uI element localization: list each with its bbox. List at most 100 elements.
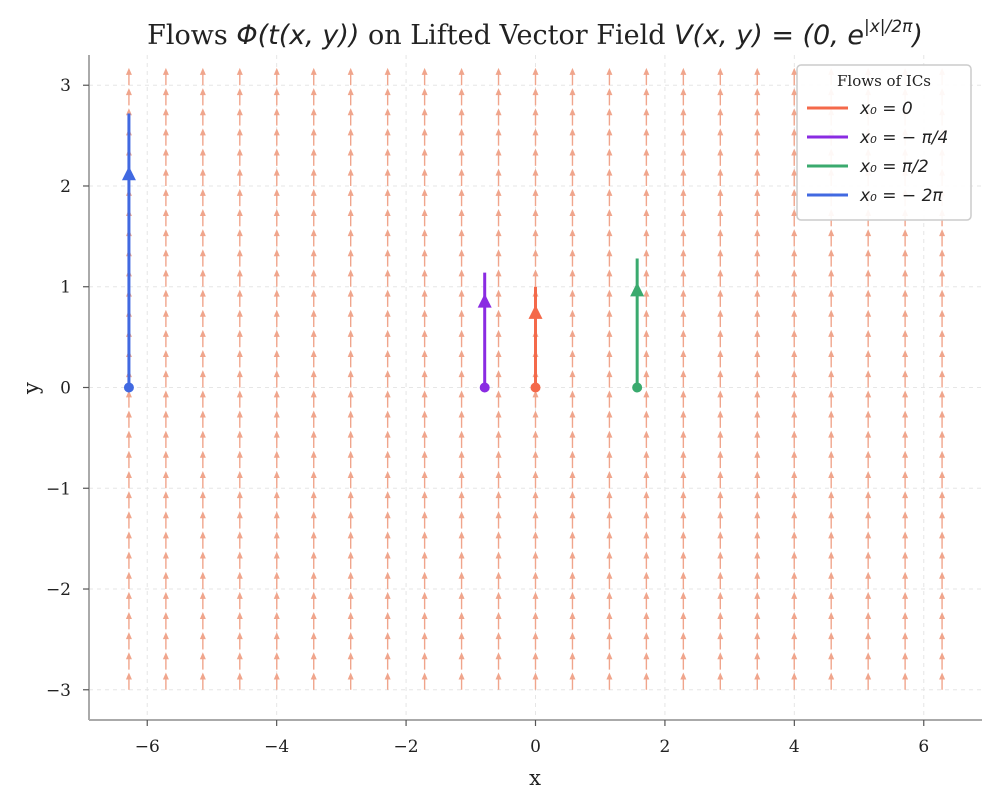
field-arrow-head <box>310 350 317 358</box>
field-arrow-head <box>643 350 650 358</box>
field-arrow-head <box>754 128 761 136</box>
field-arrow-head <box>902 370 909 378</box>
field-arrow-head <box>791 410 798 418</box>
field-arrow-head <box>125 430 132 438</box>
field-arrow-head <box>680 67 687 75</box>
field-arrow-head <box>384 450 391 458</box>
field-arrow-head <box>717 289 724 297</box>
field-arrow-head <box>680 632 687 640</box>
field-arrow-head <box>162 350 169 358</box>
field-arrow-head <box>347 88 354 96</box>
field-arrow-head <box>273 148 280 156</box>
field-arrow-head <box>532 612 539 620</box>
field-arrow-head <box>643 67 650 75</box>
field-arrow-head <box>199 430 206 438</box>
field-arrow-head <box>828 450 835 458</box>
field-arrow-head <box>643 88 650 96</box>
field-arrow-head <box>273 67 280 75</box>
field-arrow-head <box>643 571 650 579</box>
field-arrow-head <box>384 470 391 478</box>
field-arrow-head <box>939 329 946 337</box>
field-arrow-head <box>347 229 354 237</box>
field-arrow-head <box>384 410 391 418</box>
field-arrow-head <box>643 410 650 418</box>
field-arrow-head <box>347 632 354 640</box>
field-arrow-head <box>421 571 428 579</box>
field-arrow-head <box>754 249 761 257</box>
field-arrow-head <box>754 612 761 620</box>
field-arrow-head <box>199 491 206 499</box>
field-arrow-head <box>273 350 280 358</box>
field-arrow-head <box>310 309 317 317</box>
field-arrow-head <box>458 551 465 559</box>
field-arrow-head <box>310 108 317 116</box>
field-arrow-head <box>273 430 280 438</box>
field-arrow-head <box>236 350 243 358</box>
field-arrow-head <box>569 309 576 317</box>
flow-arrowhead <box>121 166 136 181</box>
field-arrow-head <box>865 390 872 398</box>
field-arrow-head <box>347 652 354 660</box>
field-arrow-head <box>458 571 465 579</box>
field-arrow-head <box>273 612 280 620</box>
field-arrow-head <box>606 511 613 519</box>
field-arrow-head <box>273 108 280 116</box>
field-arrow-head <box>606 168 613 176</box>
field-arrow-head <box>236 188 243 196</box>
field-arrow-head <box>458 128 465 136</box>
field-arrow-head <box>606 269 613 277</box>
flow-arrowhead <box>528 304 543 319</box>
field-arrow-head <box>606 208 613 216</box>
field-arrow-head <box>421 329 428 337</box>
field-arrow-head <box>606 88 613 96</box>
chart-title: Flows Φ(t(x, y)) on Lifted Vector Field … <box>147 17 923 51</box>
field-arrow-head <box>421 551 428 559</box>
field-arrow-head <box>791 370 798 378</box>
field-arrow-head <box>421 249 428 257</box>
field-arrow-head <box>791 188 798 196</box>
field-arrow-head <box>236 450 243 458</box>
field-arrow-head <box>865 511 872 519</box>
field-arrow-head <box>347 249 354 257</box>
field-arrow-head <box>125 511 132 519</box>
field-arrow-head <box>754 148 761 156</box>
field-arrow-head <box>717 208 724 216</box>
field-arrow-head <box>606 491 613 499</box>
field-arrow-head <box>125 491 132 499</box>
field-arrow-head <box>939 390 946 398</box>
field-arrow-head <box>162 450 169 458</box>
field-arrow-head <box>717 350 724 358</box>
legend-label: x₀ = − π/4 <box>859 128 948 148</box>
field-arrow-head <box>717 188 724 196</box>
field-arrow-head <box>458 672 465 680</box>
field-arrow-head <box>310 511 317 519</box>
field-arrow-head <box>865 289 872 297</box>
field-arrow-head <box>717 470 724 478</box>
field-arrow-head <box>754 188 761 196</box>
field-arrow-head <box>125 591 132 599</box>
field-arrow-head <box>310 128 317 136</box>
field-arrow-head <box>532 67 539 75</box>
x-tick-label: 0 <box>530 737 541 757</box>
field-arrow-head <box>569 450 576 458</box>
field-arrow-head <box>902 612 909 620</box>
field-arrow-head <box>162 128 169 136</box>
field-arrow-head <box>754 269 761 277</box>
field-arrow-head <box>680 168 687 176</box>
field-arrow-head <box>532 108 539 116</box>
field-arrow-head <box>199 571 206 579</box>
field-arrow-head <box>236 128 243 136</box>
field-arrow-head <box>310 430 317 438</box>
field-arrow-head <box>865 612 872 620</box>
field-arrow-head <box>347 309 354 317</box>
field-arrow-head <box>347 410 354 418</box>
field-arrow-head <box>606 470 613 478</box>
field-arrow-head <box>828 511 835 519</box>
field-arrow-head <box>828 350 835 358</box>
field-arrow-head <box>458 229 465 237</box>
field-arrow-head <box>939 571 946 579</box>
field-arrow-head <box>569 511 576 519</box>
field-arrow-head <box>384 289 391 297</box>
field-arrow-head <box>939 370 946 378</box>
field-arrow-head <box>606 410 613 418</box>
